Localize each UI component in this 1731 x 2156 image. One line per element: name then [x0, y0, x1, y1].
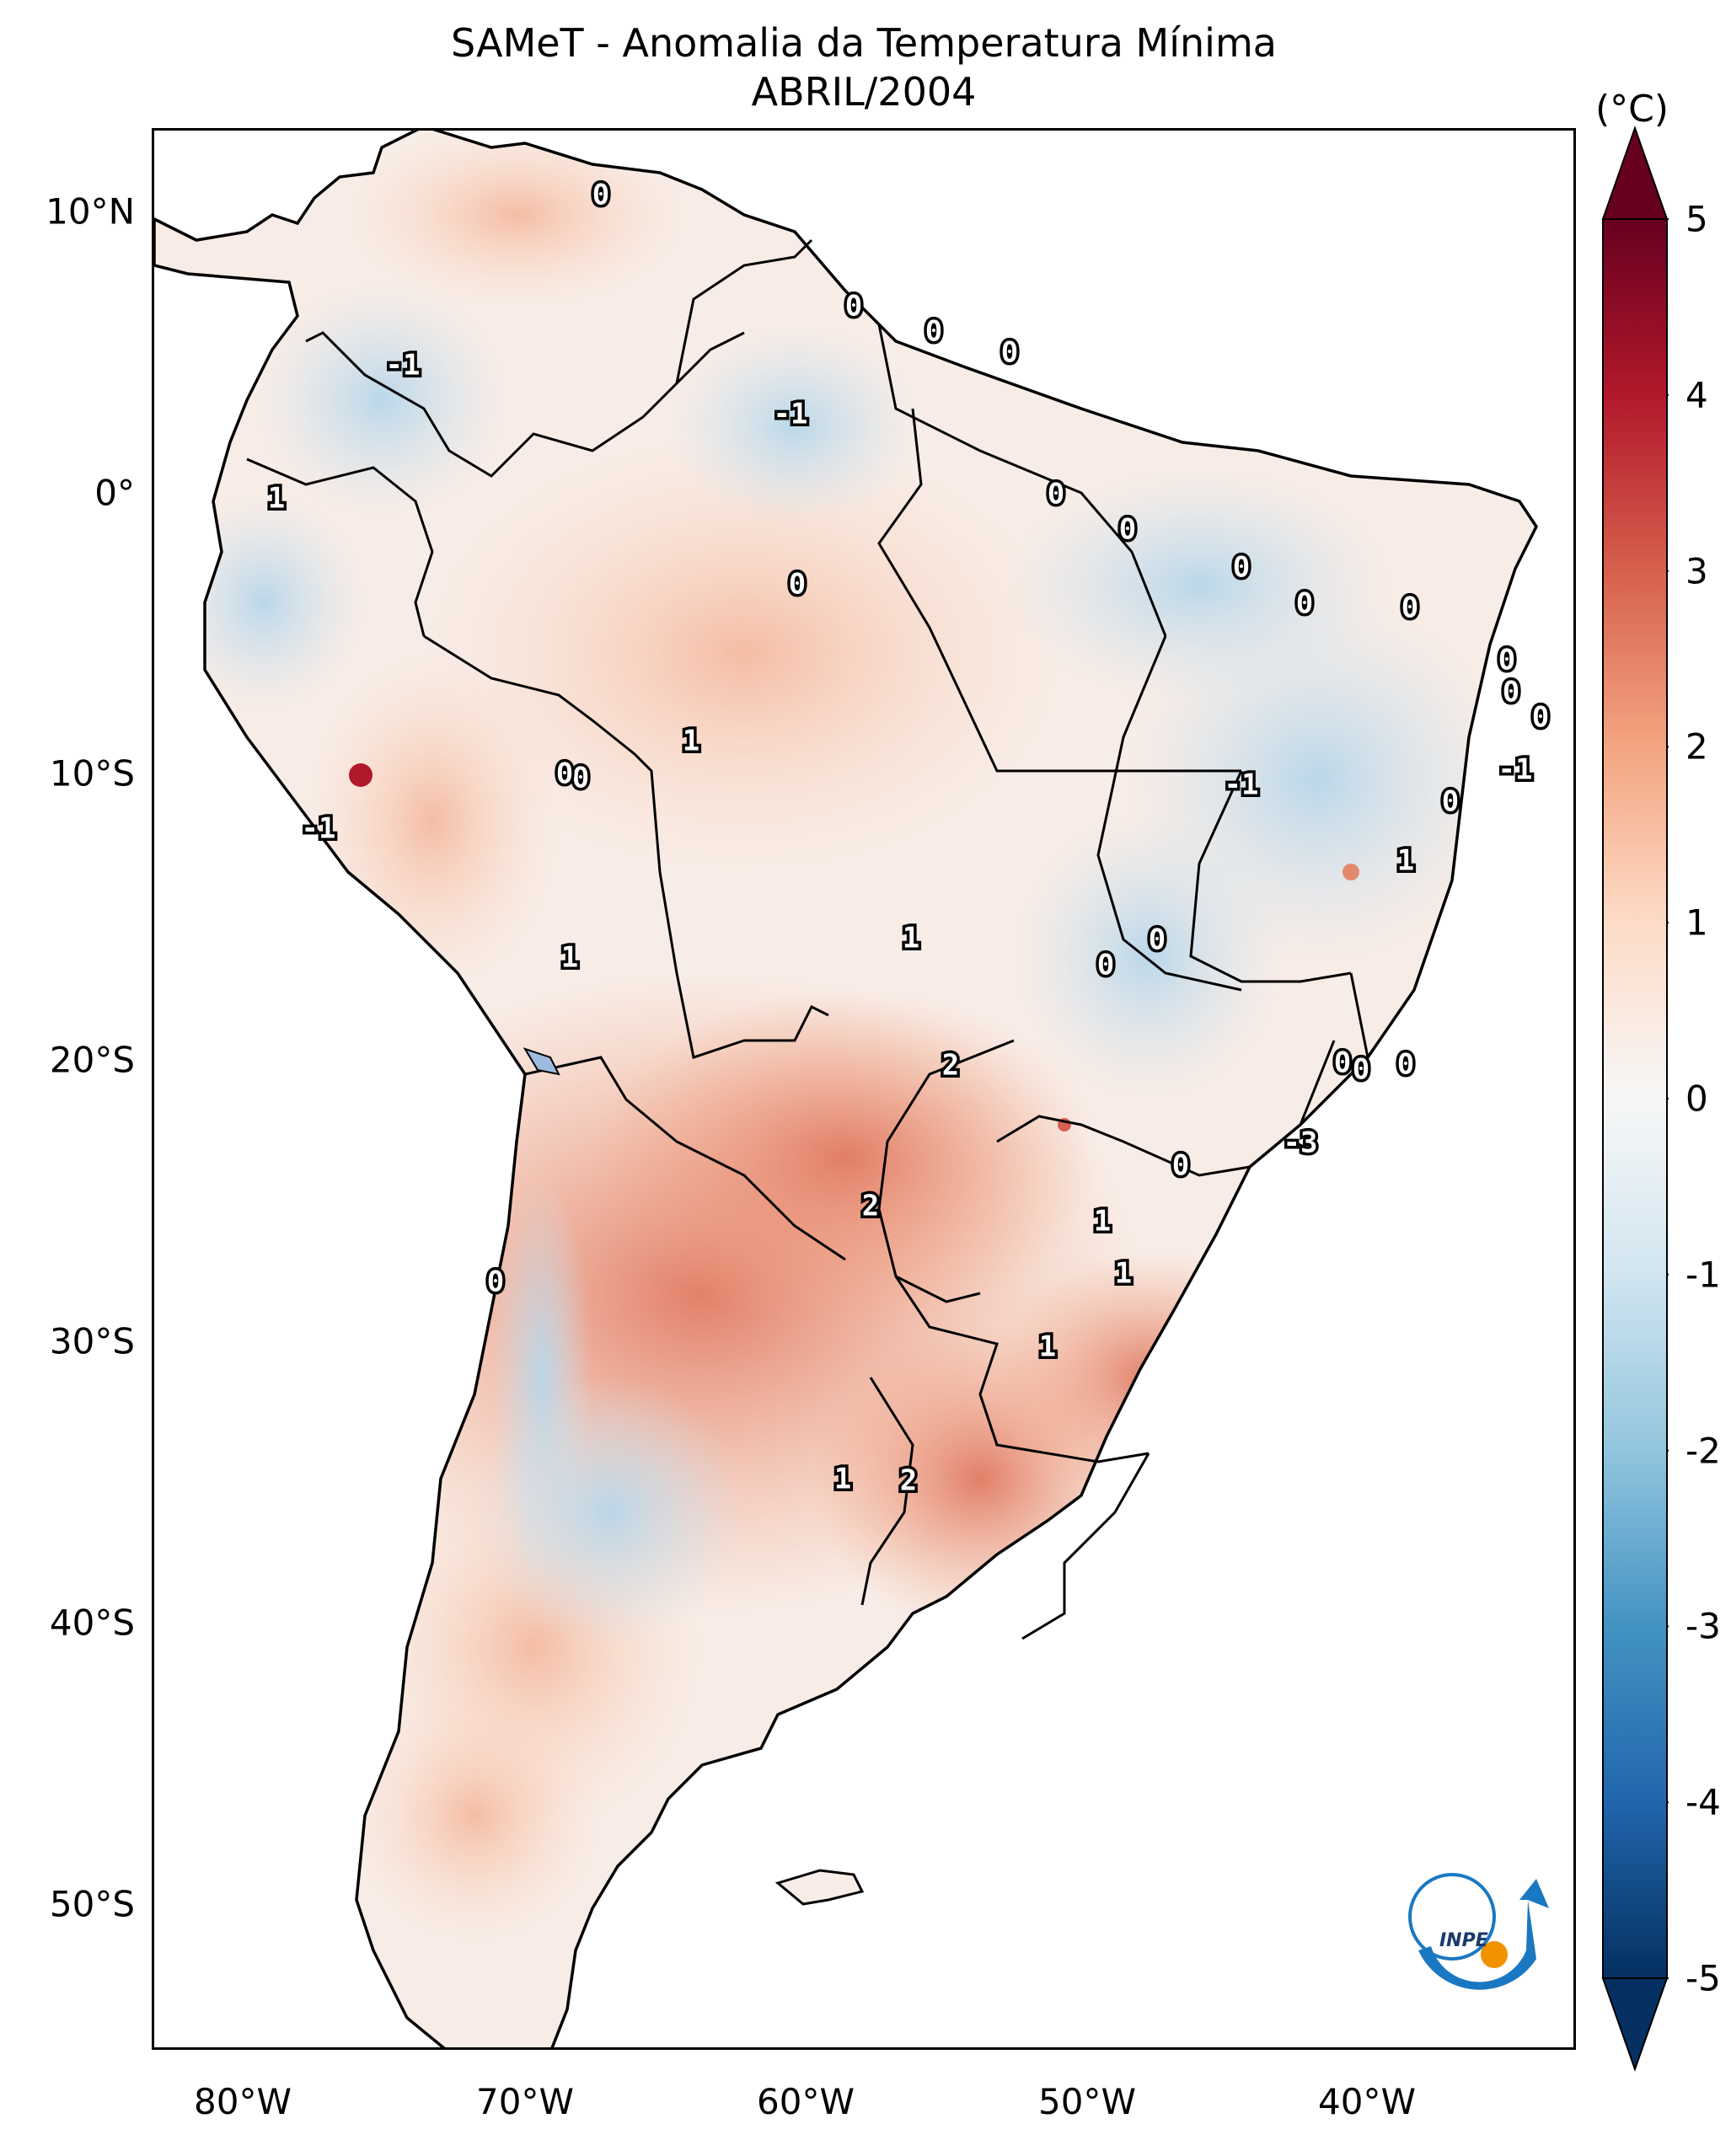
colorbar-max-extend: [1601, 126, 1669, 220]
colorbar-tick-label: 3: [1685, 550, 1708, 592]
lon-tick-80w: 80°W: [194, 2081, 292, 2122]
contour-label: 0: [1397, 1048, 1414, 1082]
inpe-arc-icon: [1418, 1879, 1549, 1990]
contour-label: 0: [1048, 478, 1064, 511]
colorbar-body: [1602, 218, 1668, 1979]
contour-label: 0: [925, 315, 942, 349]
contour-label: 0: [845, 290, 862, 324]
inpe-orbit-icon: [1408, 1873, 1496, 1961]
lat-tick-0: 0°: [94, 472, 135, 514]
contour-label: -1: [774, 398, 808, 431]
contour-label: 1: [1039, 1330, 1056, 1364]
falkland-islands: [774, 1869, 865, 1906]
colorbar-tick-label: 2: [1685, 725, 1708, 768]
contour-label: 2: [942, 1049, 959, 1083]
contour-label: 1: [903, 922, 919, 955]
contour-label: 0: [1442, 785, 1459, 819]
contour-label: 0: [1001, 336, 1018, 370]
colorbar: [1601, 126, 1669, 2073]
contour-label: 0: [1401, 591, 1418, 625]
contour-label: -1: [1225, 768, 1259, 802]
lat-tick-10s: 10°S: [49, 752, 135, 794]
lat-tick-10n: 10°N: [46, 190, 135, 233]
contour-label: 0: [487, 1265, 504, 1299]
contour-label: 0: [1353, 1053, 1369, 1087]
contour-label: 0: [1532, 701, 1549, 735]
colorbar-tick-label: 1: [1685, 901, 1708, 944]
inpe-dot-icon: [1481, 1941, 1508, 1968]
chart-subtitle: ABRIL/2004: [751, 69, 977, 115]
inpe-logo-text: INPE: [1439, 1930, 1488, 1951]
contour-label: 1: [834, 1463, 851, 1496]
contour-label: 0: [1503, 676, 1519, 709]
lat-tick-50s: 50°S: [49, 1883, 135, 1925]
colorbar-tick-label: -5: [1685, 1957, 1721, 1999]
map-panel: 0 0 0 0 -1 -1 1 0 0 0 0 0 0 0 0 -1 0 1 0 0 -1 -1 0 1 1 0 1 0 0 2 0 0 -3 0…: [152, 128, 1576, 2050]
lat-tick-30s: 30°S: [49, 1320, 135, 1362]
contour-label: -1: [386, 349, 421, 383]
contour-label: 0: [1097, 949, 1114, 982]
contour-label: 1: [268, 482, 285, 516]
colorbar-tick-label: 5: [1685, 198, 1708, 240]
contour-label: 1: [1397, 844, 1414, 878]
contour-label: 0: [1334, 1046, 1351, 1080]
country-borders: [246, 238, 1369, 1640]
contour-label: 0: [1172, 1149, 1189, 1183]
contour-label: 2: [900, 1464, 917, 1498]
contour-label: 2: [862, 1190, 879, 1223]
lon-tick-50w: 50°W: [1038, 2081, 1136, 2122]
contour-label: 0: [1119, 513, 1136, 547]
contour-label: -1: [302, 812, 336, 846]
contour-label: -1: [1498, 753, 1533, 787]
colorbar-tick-label: -1: [1685, 1254, 1721, 1296]
colorbar-min-extend: [1601, 1977, 1669, 2073]
lat-tick-20s: 20°S: [49, 1039, 135, 1081]
lon-tick-70w: 70°W: [476, 2081, 574, 2122]
contour-label: 0: [592, 179, 609, 212]
colorbar-tick-label: 0: [1685, 1078, 1708, 1120]
contour-label: 0: [789, 568, 806, 602]
contour-label: -3: [1284, 1126, 1318, 1160]
lake-titicaca: [523, 1047, 560, 1076]
lat-tick-40s: 40°S: [49, 1602, 135, 1644]
contour-label: 1: [1094, 1205, 1111, 1238]
inpe-logo: INPE: [1408, 1873, 1549, 1990]
contour-label: 0: [1149, 923, 1166, 957]
colorbar-unit: (°C): [1595, 88, 1669, 131]
contour-label: 0: [556, 757, 573, 791]
colorbar-tick-label: -4: [1685, 1781, 1721, 1823]
contour-label: 1: [1115, 1257, 1132, 1291]
colorbar-tick-label: -3: [1685, 1605, 1721, 1647]
lon-tick-40w: 40°W: [1318, 2081, 1416, 2122]
colorbar-tick-label: -2: [1685, 1430, 1721, 1472]
lon-tick-60w: 60°W: [757, 2081, 855, 2122]
contour-label: 0: [1296, 587, 1313, 621]
contour-label: 1: [561, 941, 578, 975]
colorbar-tick-label: 4: [1685, 374, 1708, 416]
contour-label: 0: [572, 762, 589, 795]
contour-label: 0: [1498, 644, 1515, 677]
contour-label: 1: [683, 725, 699, 758]
contour-label: 0: [1233, 551, 1250, 585]
chart-title: SAMeT - Anomalia da Temperatura Mínima: [451, 20, 1277, 66]
